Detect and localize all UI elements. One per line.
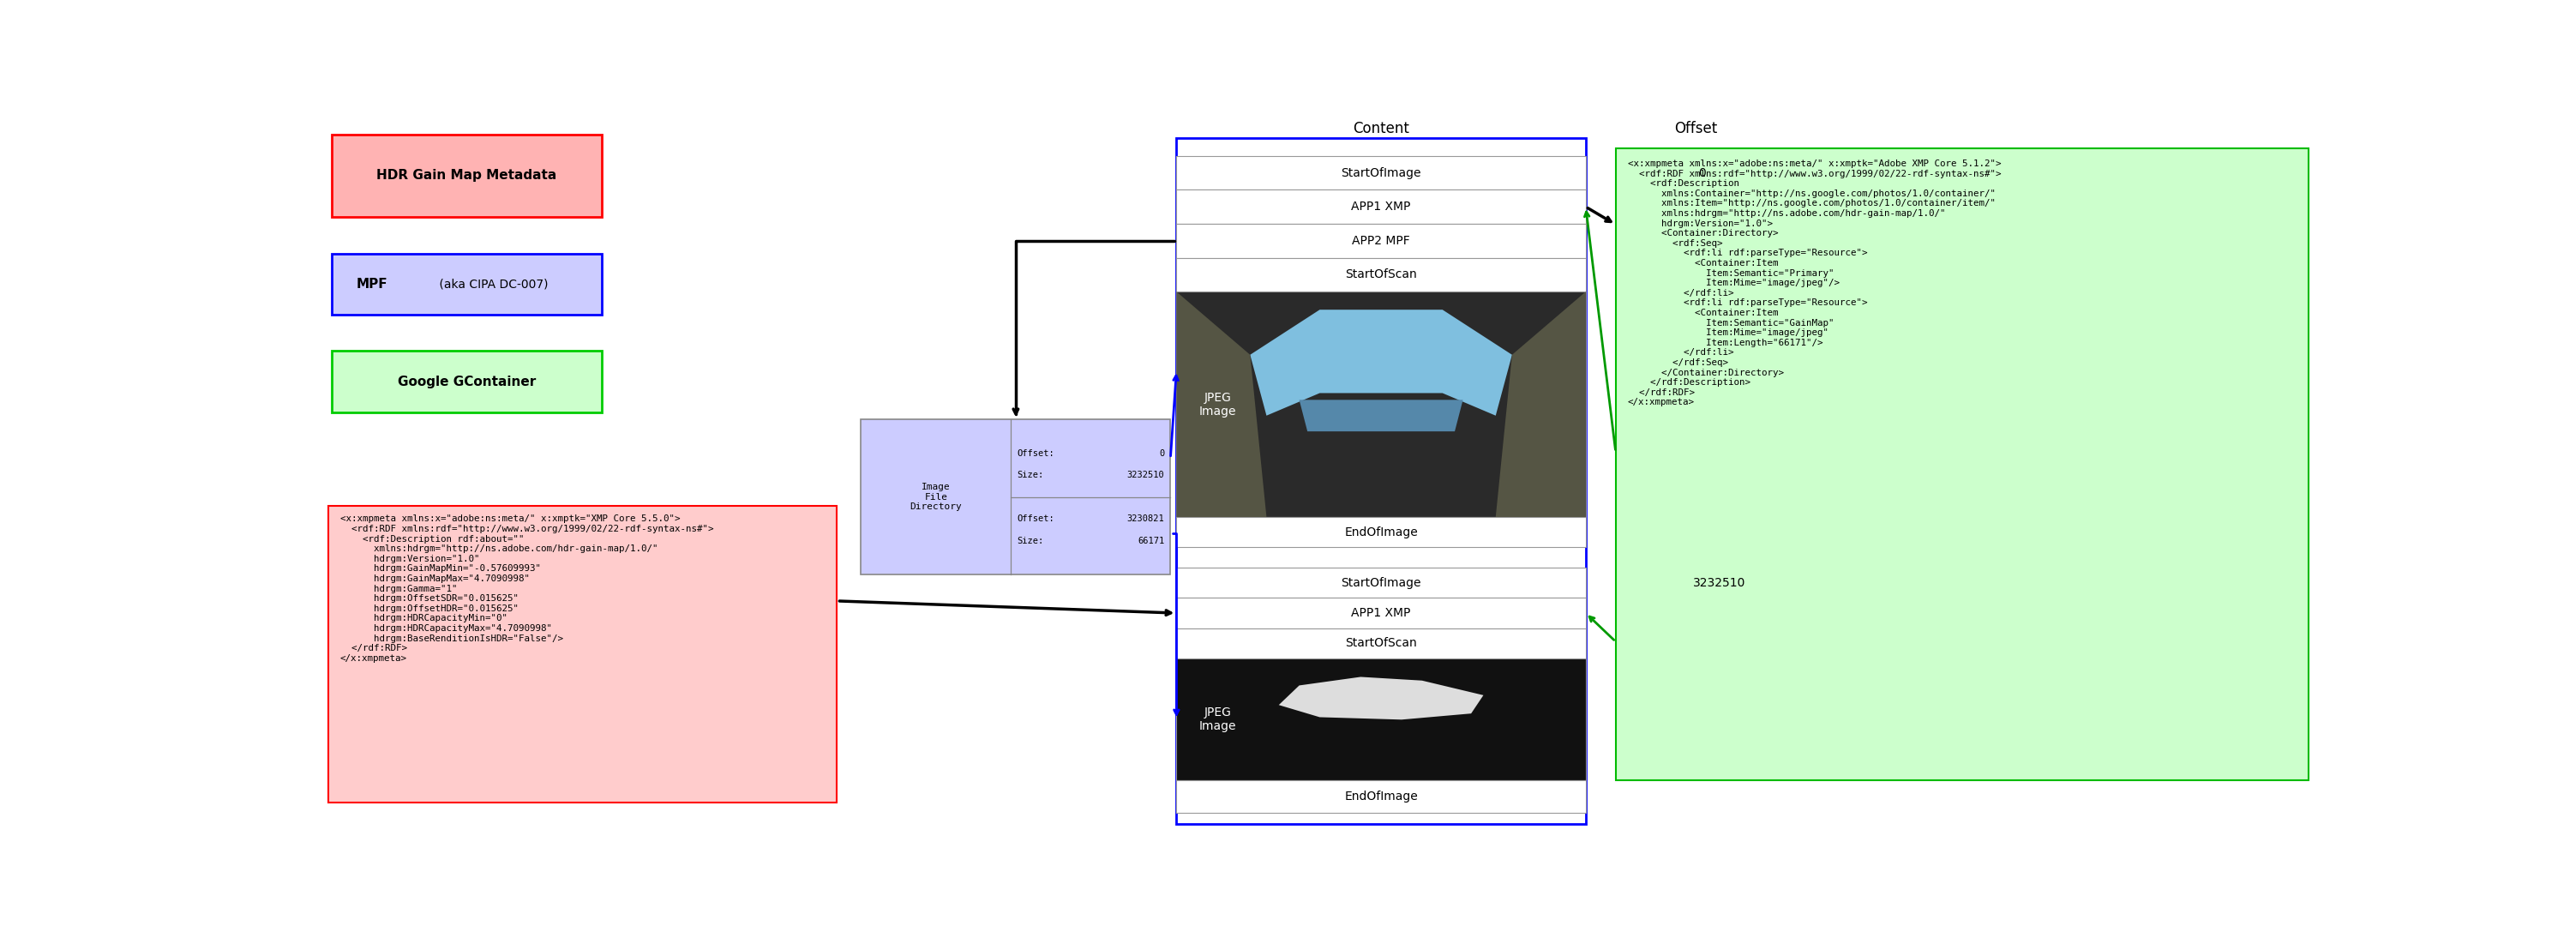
Polygon shape bbox=[1298, 400, 1463, 431]
Text: 3230821: 3230821 bbox=[1126, 515, 1164, 523]
Text: Offset: Offset bbox=[1674, 121, 1718, 136]
Polygon shape bbox=[1278, 677, 1484, 719]
Text: EndOfImage: EndOfImage bbox=[1345, 791, 1417, 803]
Text: StartOfImage: StartOfImage bbox=[1342, 577, 1422, 589]
Text: APP1 XMP: APP1 XMP bbox=[1352, 201, 1412, 213]
Text: JPEG
Image: JPEG Image bbox=[1198, 706, 1236, 733]
Bar bbox=[1177, 292, 1587, 517]
Bar bbox=[1177, 567, 1587, 598]
Text: StartOfScan: StartOfScan bbox=[1345, 268, 1417, 280]
Bar bbox=[1615, 148, 2308, 780]
Text: 3232510: 3232510 bbox=[1126, 471, 1164, 479]
Bar bbox=[1177, 189, 1587, 224]
Text: StartOfScan: StartOfScan bbox=[1345, 638, 1417, 649]
Bar bbox=[1177, 598, 1587, 628]
Bar bbox=[860, 419, 1170, 575]
Polygon shape bbox=[1177, 292, 1267, 517]
Bar bbox=[332, 134, 603, 218]
Polygon shape bbox=[1497, 292, 1587, 517]
Bar bbox=[1177, 138, 1587, 824]
Bar bbox=[1177, 628, 1587, 658]
Text: JPEG
Image: JPEG Image bbox=[1198, 391, 1236, 417]
Text: 3232510: 3232510 bbox=[1692, 577, 1747, 589]
Text: Offset:: Offset: bbox=[1018, 449, 1054, 458]
Text: 0: 0 bbox=[1698, 167, 1705, 179]
Text: Image
File
Directory: Image File Directory bbox=[909, 483, 961, 511]
Text: EndOfImage: EndOfImage bbox=[1345, 526, 1417, 538]
Text: APP2 MPF: APP2 MPF bbox=[1352, 234, 1409, 247]
Text: 0: 0 bbox=[1159, 449, 1164, 458]
Text: 66171: 66171 bbox=[1139, 537, 1164, 545]
Text: Size:: Size: bbox=[1018, 537, 1043, 545]
Bar bbox=[1177, 224, 1587, 258]
Bar bbox=[1177, 780, 1587, 813]
Polygon shape bbox=[1249, 310, 1512, 416]
Bar bbox=[1177, 517, 1587, 548]
Text: APP1 XMP: APP1 XMP bbox=[1352, 607, 1412, 619]
Text: Offset:: Offset: bbox=[1018, 515, 1054, 523]
Text: (aka CIPA DC-007): (aka CIPA DC-007) bbox=[435, 278, 549, 290]
Bar bbox=[327, 507, 837, 802]
Bar bbox=[332, 351, 603, 413]
Text: Google GContainer: Google GContainer bbox=[397, 375, 536, 388]
Text: HDR Gain Map Metadata: HDR Gain Map Metadata bbox=[376, 170, 556, 182]
Text: <x:xmpmeta xmlns:x="adobe:ns:meta/" x:xmptk="XMP Core 5.5.0">
  <rdf:RDF xmlns:r: <x:xmpmeta xmlns:x="adobe:ns:meta/" x:xm… bbox=[340, 515, 714, 662]
Bar bbox=[1177, 658, 1587, 780]
Text: <x:xmpmeta xmlns:x="adobe:ns:meta/" x:xmptk="Adobe XMP Core 5.1.2">
  <rdf:RDF x: <x:xmpmeta xmlns:x="adobe:ns:meta/" x:xm… bbox=[1628, 159, 2002, 407]
Bar bbox=[1177, 156, 1587, 189]
Text: MPF: MPF bbox=[355, 278, 386, 291]
Text: Size:: Size: bbox=[1018, 471, 1043, 479]
Bar bbox=[1177, 258, 1587, 292]
Bar bbox=[332, 253, 603, 315]
Text: StartOfImage: StartOfImage bbox=[1342, 167, 1422, 179]
Text: Content: Content bbox=[1352, 121, 1409, 136]
